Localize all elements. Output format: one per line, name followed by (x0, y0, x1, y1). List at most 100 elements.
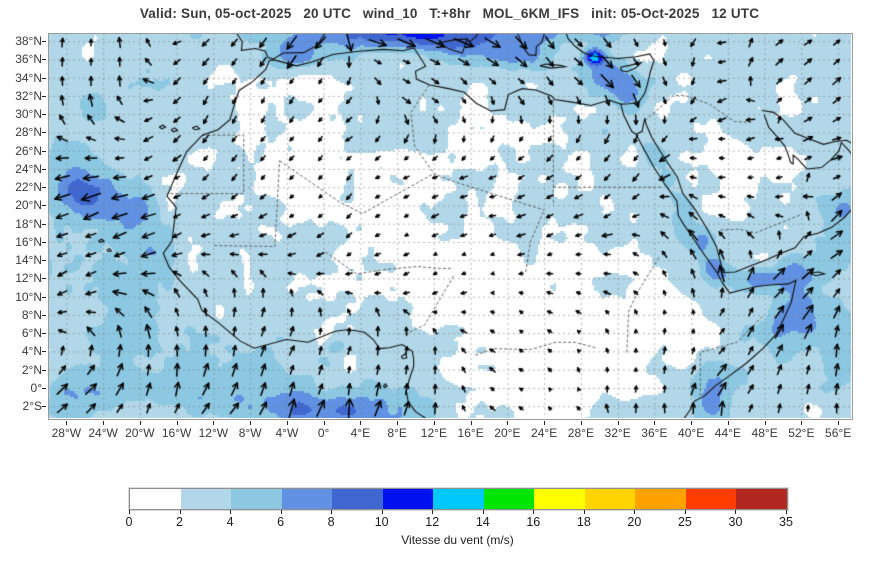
colorbar-segment (281, 489, 333, 509)
colorbar-tick-label: 30 (728, 515, 743, 529)
lat-tick-label: 8°N (21, 307, 42, 322)
lat-tick-mark (42, 314, 46, 316)
lat-tick-mark (42, 114, 46, 116)
lat-tick-mark (42, 260, 46, 262)
lat-tick-mark (42, 278, 46, 280)
colorbar-segment (685, 489, 737, 509)
colorbar-tick-mark (634, 510, 636, 514)
colorbar-tick-mark (129, 510, 130, 514)
lon-tick-label: 28°W (51, 426, 82, 440)
lon-tick-mark (727, 421, 729, 425)
lat-tick-mark (42, 205, 46, 207)
lat-tick-label: 0° (30, 380, 42, 395)
lon-tick-mark (433, 421, 435, 425)
lon-tick-label: 12°E (420, 426, 447, 440)
lat-tick-mark (42, 369, 46, 371)
lat-tick-label: 4°N (21, 344, 42, 359)
lat-tick-mark (42, 406, 46, 408)
lon-tick-mark (213, 421, 215, 425)
colorbar-tick-label: 35 (779, 515, 793, 529)
colorbar-segment (584, 489, 636, 509)
colorbar-segment (534, 489, 585, 509)
lon-tick-label: 12°W (198, 426, 229, 440)
colorbar-tick-mark (583, 510, 585, 514)
lon-tick-mark (691, 421, 693, 425)
lon-tick-mark (397, 421, 399, 425)
colorbar-tick-label: 20 (627, 515, 642, 529)
lon-tick-label: 16°E (457, 426, 484, 440)
lon-tick-mark (103, 421, 105, 425)
lon-tick-mark (360, 421, 362, 425)
colorbar-segment (130, 489, 181, 509)
lon-tick-label: 8°E (387, 426, 407, 440)
lat-tick-mark (42, 41, 46, 43)
lon-tick-mark (139, 421, 141, 425)
lon-tick-mark (617, 421, 619, 425)
colorbar-segment (433, 489, 484, 509)
lon-tick-label: 8°W (238, 426, 262, 440)
lon-tick-mark (176, 421, 178, 425)
lat-tick-label: 38°N (15, 34, 42, 49)
colorbar-tick-mark (179, 510, 181, 514)
colorbar-segment (483, 489, 535, 509)
lat-tick-mark (42, 333, 46, 335)
lon-tick-label: 56°E (825, 426, 852, 440)
plot-frame (48, 33, 853, 420)
colorbar-tick-label: 12 (425, 515, 440, 529)
lon-tick-label: 4°E (350, 426, 371, 440)
lon-tick-label: 0° (317, 426, 330, 440)
lon-tick-mark (838, 421, 840, 425)
lon-tick-mark (286, 421, 288, 425)
lon-tick-mark (580, 421, 582, 425)
lon-tick-label: 48°E (751, 426, 778, 440)
lat-tick-label: 2°N (21, 362, 42, 377)
colorbar-tick-mark (230, 510, 232, 514)
figure-title: Valid: Sun, 05-oct-2025 20 UTC wind_10 T… (139, 6, 760, 21)
lat-tick-label: 18°N (15, 216, 42, 231)
colorbar (128, 487, 789, 511)
colorbar-segment (736, 489, 787, 509)
wind-map-canvas (48, 33, 851, 418)
lat-tick-label: 12°N (15, 271, 42, 286)
lon-tick-label: 16°W (161, 426, 192, 440)
colorbar-segment (635, 489, 686, 509)
lon-tick-label: 32°E (604, 426, 631, 440)
colorbar-tick-label: 8 (327, 515, 335, 529)
lon-tick-label: 44°E (714, 426, 741, 440)
colorbar-segment (180, 489, 232, 509)
colorbar-tick-label: 10 (374, 515, 389, 529)
lat-tick-mark (42, 132, 46, 134)
colorbar-tick-mark (331, 510, 333, 514)
colorbar-segment (231, 489, 282, 509)
colorbar-tick-label: 6 (277, 515, 285, 529)
lon-tick-mark (544, 421, 546, 425)
lon-tick-label: 20°W (125, 426, 155, 440)
lat-tick-label: 20°N (15, 198, 42, 213)
lat-tick-mark (42, 241, 46, 243)
lat-tick-label: 30°N (15, 107, 42, 122)
lon-tick-mark (801, 421, 803, 425)
lat-tick-label: 28°N (15, 125, 42, 140)
colorbar-tick-mark (786, 510, 787, 514)
lat-tick-mark (42, 351, 46, 353)
lat-tick-mark (42, 150, 46, 152)
lon-tick-label: 4°W (275, 426, 299, 440)
colorbar-tick-mark (280, 510, 282, 514)
lat-tick-label: 34°N (15, 70, 42, 85)
lon-tick-label: 36°E (641, 426, 668, 440)
colorbar-tick-mark (684, 510, 686, 514)
lat-tick-mark (42, 95, 46, 97)
lon-tick-mark (470, 421, 472, 425)
lat-tick-label: 16°N (15, 234, 42, 249)
lat-tick-mark (42, 77, 46, 79)
lon-tick-mark (654, 421, 656, 425)
colorbar-tick-mark (432, 510, 434, 514)
lat-tick-mark (42, 59, 46, 61)
lon-tick-label: 28°E (567, 426, 594, 440)
lat-tick-label: 6°N (21, 326, 42, 341)
colorbar-tick-mark (482, 510, 484, 514)
lon-tick-label: 40°E (678, 426, 705, 440)
colorbar-caption: Vitesse du vent (m/s) (401, 533, 514, 547)
colorbar-segment (382, 489, 434, 509)
lat-tick-label: 2°S (22, 399, 42, 414)
